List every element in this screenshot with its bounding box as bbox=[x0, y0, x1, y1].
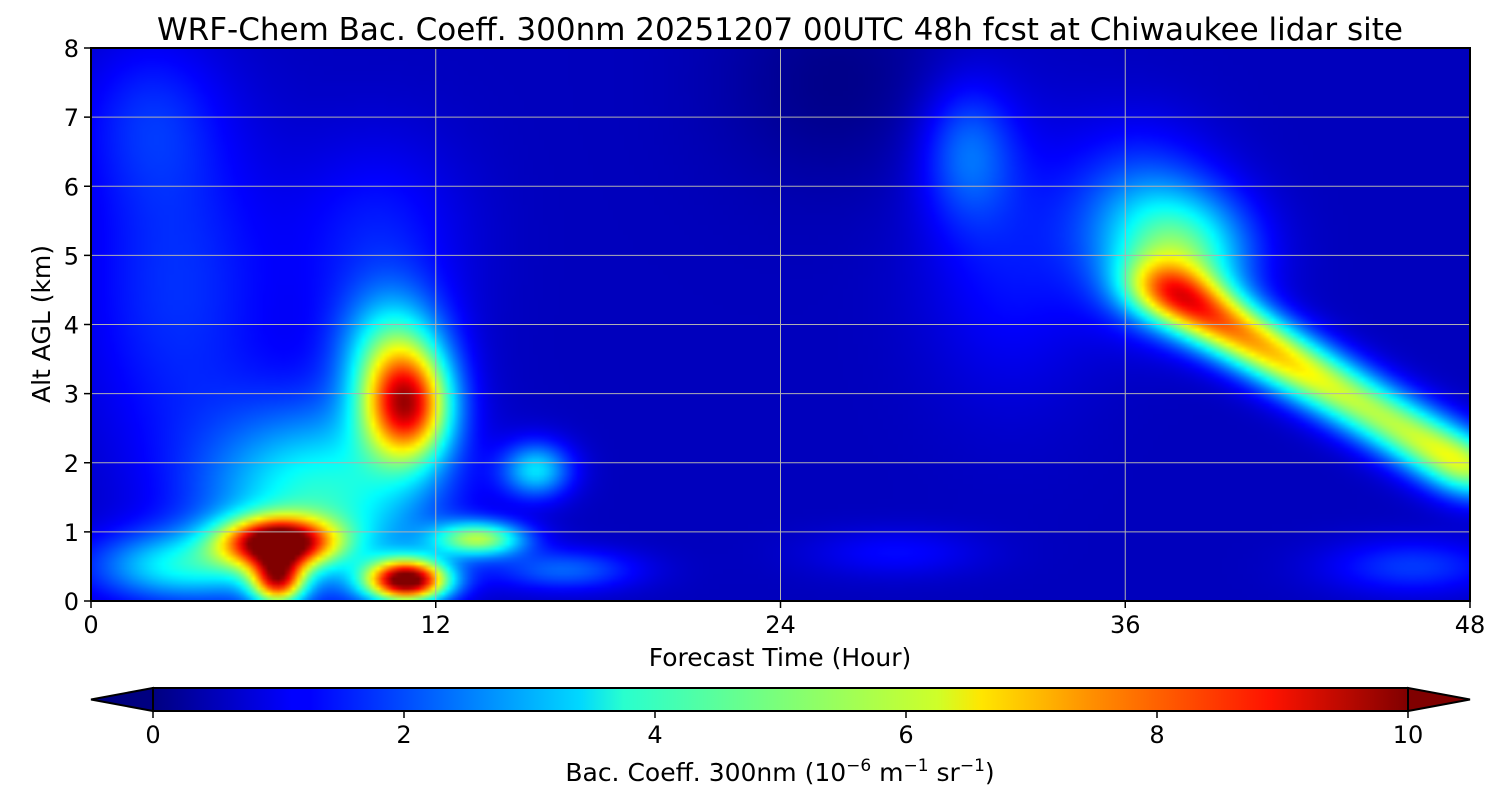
y-tick-label: 1 bbox=[64, 519, 79, 547]
x-tick-label: 24 bbox=[765, 611, 796, 639]
y-tick-label: 0 bbox=[64, 588, 79, 616]
y-tick-label: 5 bbox=[64, 242, 79, 270]
x-tick-label: 36 bbox=[1110, 611, 1141, 639]
y-axis-label: Alt AGL (km) bbox=[27, 245, 56, 403]
colorbar-tick-label: 4 bbox=[647, 721, 662, 749]
y-axis: 0 1 2 3 4 5 6 7 8 bbox=[64, 35, 91, 616]
x-tick-label: 12 bbox=[420, 611, 451, 639]
y-tick-label: 4 bbox=[64, 312, 79, 340]
colorbar-frame bbox=[152, 687, 1409, 712]
chart-title: WRF-Chem Bac. Coeff. 300nm 20251207 00UT… bbox=[157, 12, 1403, 48]
colorbar-tick-label: 2 bbox=[396, 721, 411, 749]
y-tick-label: 8 bbox=[64, 35, 79, 63]
colorbar-tick-label: 8 bbox=[1149, 721, 1164, 749]
colorbar-extend-low bbox=[90, 686, 154, 713]
y-tick-label: 6 bbox=[64, 173, 79, 201]
y-tick-label: 3 bbox=[64, 381, 79, 409]
colorbar-extend-high bbox=[1407, 686, 1471, 713]
x-axis-label: Forecast Time (Hour) bbox=[649, 643, 912, 672]
colorbar-tick-label: 0 bbox=[145, 721, 160, 749]
colorbar-tick-label: 10 bbox=[1393, 721, 1424, 749]
colorbar-tick-label: 6 bbox=[898, 721, 913, 749]
y-tick-label: 2 bbox=[64, 450, 79, 478]
colorbar-ticks: 0 2 4 6 8 10 bbox=[145, 711, 1423, 749]
x-axis: 0 12 24 36 48 bbox=[83, 601, 1485, 639]
y-tick-label: 7 bbox=[64, 104, 79, 132]
colorbar-label: Bac. Coeff. 300nm (10−6 m−1 sr−1) bbox=[565, 756, 994, 787]
x-tick-label: 48 bbox=[1455, 611, 1486, 639]
colorbar: 0 2 4 6 8 10 Bac. Coeff. 300nm (10−6 m−1 sr−1… bbox=[90, 686, 1471, 787]
x-tick-label: 0 bbox=[83, 611, 98, 639]
colorbar-gradient bbox=[153, 688, 1408, 711]
